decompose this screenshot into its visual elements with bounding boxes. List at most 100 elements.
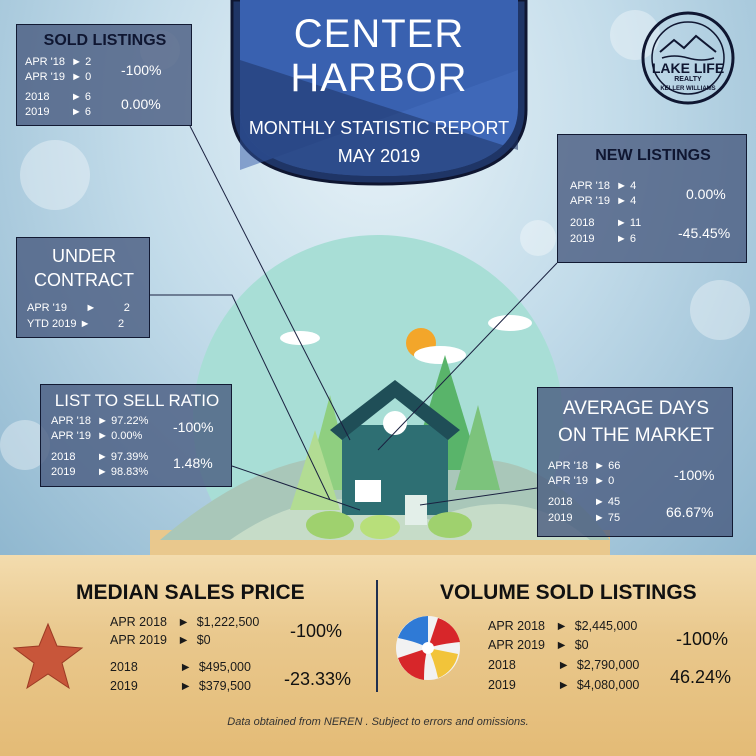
arrow-icon: ► (615, 233, 627, 245)
cloud-icon (280, 331, 320, 345)
connector-line (419, 487, 538, 506)
stat-row: YTD 2019 ► 2 (27, 318, 125, 330)
stat-row: 2019 ► $4,080,000 (488, 678, 640, 692)
pct-change-year: 46.24% (670, 667, 732, 687)
house-window-round (383, 411, 407, 435)
arrow-icon: ► (557, 678, 570, 692)
bush-icon (428, 512, 472, 538)
volume-sold-section: VOLUME SOLD LISTINGS APR 2018 ► $2,445,0… (378, 575, 756, 695)
panel-title-line1: UNDER (51, 246, 116, 266)
arrow-icon: ► (71, 56, 83, 68)
stat-row: APR '18 ► 66 (548, 460, 621, 472)
bokeh-light (520, 220, 556, 256)
logo-name: LAKE LIFE (651, 60, 725, 76)
sand-background (0, 555, 756, 756)
stat-row: APR 2018 ► $1,222,500 (110, 615, 260, 629)
panel-title: SOLD LISTINGS (43, 32, 167, 49)
average-days-panel: AVERAGE DAYS ON THE MARKET APR '18 ► 66 … (537, 387, 733, 537)
list-to-sell-panel: LIST TO SELL RATIO APR '18 ► 97.22% APR … (40, 384, 232, 487)
logo-sub: REALTY (674, 76, 702, 83)
arrow-icon: ► (70, 91, 82, 103)
section-divider (376, 580, 378, 692)
stat-row: 2018 ► 97.39% (51, 451, 149, 463)
arrow-icon: ► (616, 180, 628, 192)
stat-row: APR '18 ► 4 (570, 180, 637, 192)
title-banner: CENTER HARBOR MONTHLY STATISTIC REPORT M… (230, 0, 528, 186)
stat-row: 2018 ► 6 (25, 91, 91, 103)
arrow-icon: ► (79, 318, 91, 330)
city-name-line1: CENTER (293, 12, 465, 56)
arrow-icon: ► (593, 496, 605, 508)
section-title: VOLUME SOLD LISTINGS (440, 581, 697, 604)
house-roof (330, 380, 460, 440)
section-title: MEDIAN SALES PRICE (76, 581, 305, 604)
pct-change-month: -100% (676, 629, 729, 649)
under-contract-panel: UNDER CONTRACT APR '19 ► 2 YTD 2019 ► 2 (16, 237, 150, 338)
house-door (405, 495, 427, 525)
stat-row: 2019 ► 75 (548, 512, 621, 524)
panel-title: LIST TO SELL RATIO (54, 391, 220, 410)
report-date: MAY 2019 (337, 146, 421, 166)
pct-change-month: 0.00% (686, 186, 726, 202)
arrow-icon: ► (97, 430, 109, 442)
stat-row: APR '18 ► 97.22% (51, 415, 149, 427)
arrow-icon: ► (179, 660, 192, 674)
bush-icon (306, 511, 354, 539)
median-sales-section: MEDIAN SALES PRICE APR 2018 ► $1,222,500… (0, 575, 376, 695)
arrow-icon: ► (96, 466, 108, 478)
arrow-icon: ► (594, 475, 606, 487)
pct-change-year: 1.48% (173, 455, 213, 471)
stat-row: 2018 ► $495,000 (110, 660, 251, 674)
connector-line (150, 294, 331, 501)
pct-change-year: 0.00% (121, 96, 161, 112)
arrow-icon: ► (177, 615, 190, 629)
stat-row: 2018 ► $2,790,000 (488, 658, 640, 672)
arrow-icon: ► (179, 679, 192, 693)
arrow-icon: ► (177, 633, 190, 647)
panel-title-line1: AVERAGE DAYS (562, 398, 710, 419)
report-subtitle: MONTHLY STATISTIC REPORT (248, 118, 510, 138)
cloud-icon (414, 346, 466, 364)
arrow-icon: ► (616, 195, 628, 207)
stat-row: APR '19 ► 0 (25, 71, 92, 83)
connector-line (189, 125, 351, 441)
lake-life-logo: LAKE LIFE REALTY KELLER WILLIAMS (640, 10, 736, 106)
arrow-icon: ► (71, 71, 83, 83)
bokeh-light (610, 10, 660, 60)
arrow-icon: ► (96, 451, 108, 463)
stat-row: APR '19 ► 0 (548, 475, 615, 487)
cloud-icon (488, 315, 532, 331)
stat-row: 2019 ► 98.83% (51, 466, 149, 478)
house-window (355, 480, 381, 502)
bush-icon (360, 515, 400, 539)
banner-shape (230, 0, 528, 186)
arrow-icon: ► (85, 302, 97, 314)
starfish-icon (12, 622, 84, 690)
data-source-footer: Data obtained from NEREN . Subject to er… (227, 716, 529, 728)
pct-change-year: 66.67% (666, 504, 714, 520)
pct-change-year: -23.33% (284, 669, 352, 689)
connector-line (231, 465, 361, 511)
pct-change-month: -100% (173, 419, 214, 435)
bokeh-light (690, 280, 750, 340)
stat-row: APR '19 ► 4 (570, 195, 637, 207)
pct-change-month: -100% (290, 621, 343, 641)
stat-row: APR 2018 ► $2,445,000 (488, 619, 638, 633)
stat-row: 2018 ► 45 (548, 496, 621, 508)
logo-ring: KELLER WILLIAMS (660, 86, 716, 92)
arrow-icon: ► (615, 217, 627, 229)
pct-change-month: -100% (674, 467, 715, 483)
city-name-line2: HARBOR (290, 56, 468, 100)
new-listings-panel: NEW LISTINGS APR '18 ► 4 APR '19 ► 4 201… (557, 134, 747, 263)
stat-row: APR '19 ► 2 (27, 302, 130, 314)
stat-row: APR 2019 ► $0 (488, 638, 589, 652)
panel-title-line2: ON THE MARKET (558, 425, 714, 446)
pct-change-month: -100% (121, 62, 162, 78)
arrow-icon: ► (593, 512, 605, 524)
bokeh-light (20, 140, 90, 210)
arrow-icon: ► (555, 619, 568, 633)
arrow-icon: ► (594, 460, 606, 472)
panel-title: NEW LISTINGS (595, 147, 711, 164)
connector-line (377, 262, 558, 451)
stat-row: 2018 ► 11 (570, 217, 642, 229)
